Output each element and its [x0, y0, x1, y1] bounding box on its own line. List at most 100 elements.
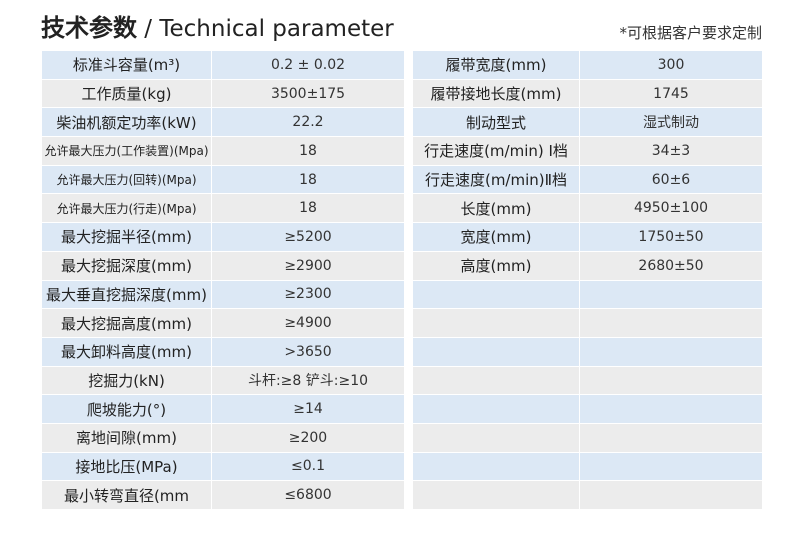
spec-value: 18 [211, 193, 405, 224]
table-row: 允许最大压力(工作装置)(Mpa) 18 [41, 136, 405, 166]
spec-label: 履带宽度(mm) [412, 50, 580, 80]
spec-value: 1745 [579, 78, 763, 109]
spec-value: ≥4900 [211, 308, 405, 338]
spec-value: 300 [579, 50, 763, 80]
table-row: 行走速度(m/min)Ⅱ档 60±6 [412, 164, 763, 195]
spec-label: 行走速度(m/min)Ⅱ档 [412, 164, 580, 195]
spec-label [412, 422, 580, 453]
table-row: 标准斗容量(m³) 0.2 ± 0.02 [41, 50, 405, 80]
spec-value: ≥2300 [211, 279, 405, 310]
spec-value: ≥14 [211, 394, 405, 424]
spec-label: 最大挖掘深度(mm) [41, 250, 212, 281]
spec-label: 制动型式 [412, 107, 580, 138]
table-row: 工作质量(kg) 3500±175 [41, 78, 405, 109]
table-row: 行走速度(m/min) Ⅰ档 34±3 [412, 136, 763, 166]
spec-value: ≥2900 [211, 250, 405, 281]
spec-label: 最大卸料高度(mm) [41, 336, 212, 367]
title-cn: 技术参数 [41, 14, 137, 42]
spec-value [579, 336, 763, 367]
spec-label: 工作质量(kg) [41, 78, 212, 109]
spec-value: 18 [211, 164, 405, 195]
table-row: 允许最大压力(回转)(Mpa) 18 [41, 164, 405, 195]
spec-label [412, 480, 580, 510]
spec-label: 高度(mm) [412, 250, 580, 281]
table-row [412, 422, 763, 453]
table-row: 最大挖掘半径(mm) ≥5200 [41, 222, 405, 252]
spec-value [579, 394, 763, 424]
spec-value: 34±3 [579, 136, 763, 166]
spec-value: 湿式制动 [579, 107, 763, 138]
spec-label [412, 394, 580, 424]
customization-note: *可根据客户要求定制 [619, 24, 762, 42]
table-row: 最大挖掘深度(mm) ≥2900 [41, 250, 405, 281]
spec-label: 爬坡能力(°) [41, 394, 212, 424]
spec-value: 18 [211, 136, 405, 166]
table-row: 高度(mm) 2680±50 [412, 250, 763, 281]
spec-value: 0.2 ± 0.02 [211, 50, 405, 80]
spec-value: 斗杆:≥8 铲斗:≥10 [211, 365, 405, 396]
spec-label [412, 336, 580, 367]
spec-label: 接地比压(MPa) [41, 451, 212, 482]
spec-label: 允许最大压力(工作装置)(Mpa) [41, 136, 212, 166]
spec-label: 最大挖掘高度(mm) [41, 308, 212, 338]
spec-value [579, 422, 763, 453]
spec-label [412, 308, 580, 338]
spec-value: 60±6 [579, 164, 763, 195]
spec-value [579, 308, 763, 338]
spec-label [412, 365, 580, 396]
spec-label: 柴油机额定功率(kW) [41, 107, 212, 138]
table-row [412, 451, 763, 482]
table-row: 制动型式 湿式制动 [412, 107, 763, 138]
table-row [412, 308, 763, 338]
spec-label: 履带接地长度(mm) [412, 78, 580, 109]
table-row: 宽度(mm) 1750±50 [412, 222, 763, 252]
spec-label: 最大垂直挖掘深度(mm) [41, 279, 212, 310]
spec-value [579, 279, 763, 310]
spec-value: ≥200 [211, 422, 405, 453]
title-separator: / [137, 16, 160, 42]
table-row: 柴油机额定功率(kW) 22.2 [41, 107, 405, 138]
spec-label: 长度(mm) [412, 193, 580, 224]
table-row: 最大垂直挖掘深度(mm) ≥2300 [41, 279, 405, 310]
table-row [412, 394, 763, 424]
spec-value: ≤0.1 [211, 451, 405, 482]
spec-label: 最大挖掘半径(mm) [41, 222, 212, 252]
spec-label: 最小转弯直径(mm [41, 480, 212, 510]
table-row [412, 336, 763, 367]
spec-value: 22.2 [211, 107, 405, 138]
spec-value [579, 365, 763, 396]
table-row: 最大挖掘高度(mm) ≥4900 [41, 308, 405, 338]
table-row: 接地比压(MPa) ≤0.1 [41, 451, 405, 482]
table-row [412, 365, 763, 396]
spec-table-right: 履带宽度(mm) 300 履带接地长度(mm) 1745 制动型式 湿式制动 行走速度(m/… [412, 50, 763, 510]
table-row: 最大卸料高度(mm) >3650 [41, 336, 405, 367]
table-row [412, 480, 763, 510]
spec-label: 挖掘力(kN) [41, 365, 212, 396]
spec-label: 宽度(mm) [412, 222, 580, 252]
spec-label: 允许最大压力(回转)(Mpa) [41, 164, 212, 195]
table-row: 履带接地长度(mm) 1745 [412, 78, 763, 109]
spec-value: >3650 [211, 336, 405, 367]
spec-value: 3500±175 [211, 78, 405, 109]
table-row: 履带宽度(mm) 300 [412, 50, 763, 80]
page-title: 技术参数 / Technical parameter [41, 8, 394, 43]
table-row: 最小转弯直径(mm ≤6800 [41, 480, 405, 510]
title-en: Technical parameter [159, 16, 394, 42]
table-row [412, 279, 763, 310]
spec-label [412, 279, 580, 310]
table-row: 挖掘力(kN) 斗杆:≥8 铲斗:≥10 [41, 365, 405, 396]
spec-value: ≥5200 [211, 222, 405, 252]
spec-value: ≤6800 [211, 480, 405, 510]
spec-value: 4950±100 [579, 193, 763, 224]
spec-value: 2680±50 [579, 250, 763, 281]
table-row: 离地间隙(mm) ≥200 [41, 422, 405, 453]
table-row: 爬坡能力(°) ≥14 [41, 394, 405, 424]
spec-label: 行走速度(m/min) Ⅰ档 [412, 136, 580, 166]
spec-label: 标准斗容量(m³) [41, 50, 212, 80]
spec-label: 允许最大压力(行走)(Mpa) [41, 193, 212, 224]
spec-value [579, 451, 763, 482]
spec-value [579, 480, 763, 510]
table-row: 允许最大压力(行走)(Mpa) 18 [41, 193, 405, 224]
spec-value: 1750±50 [579, 222, 763, 252]
spec-table-left: 标准斗容量(m³) 0.2 ± 0.02 工作质量(kg) 3500±175 柴油机额定… [41, 50, 405, 510]
